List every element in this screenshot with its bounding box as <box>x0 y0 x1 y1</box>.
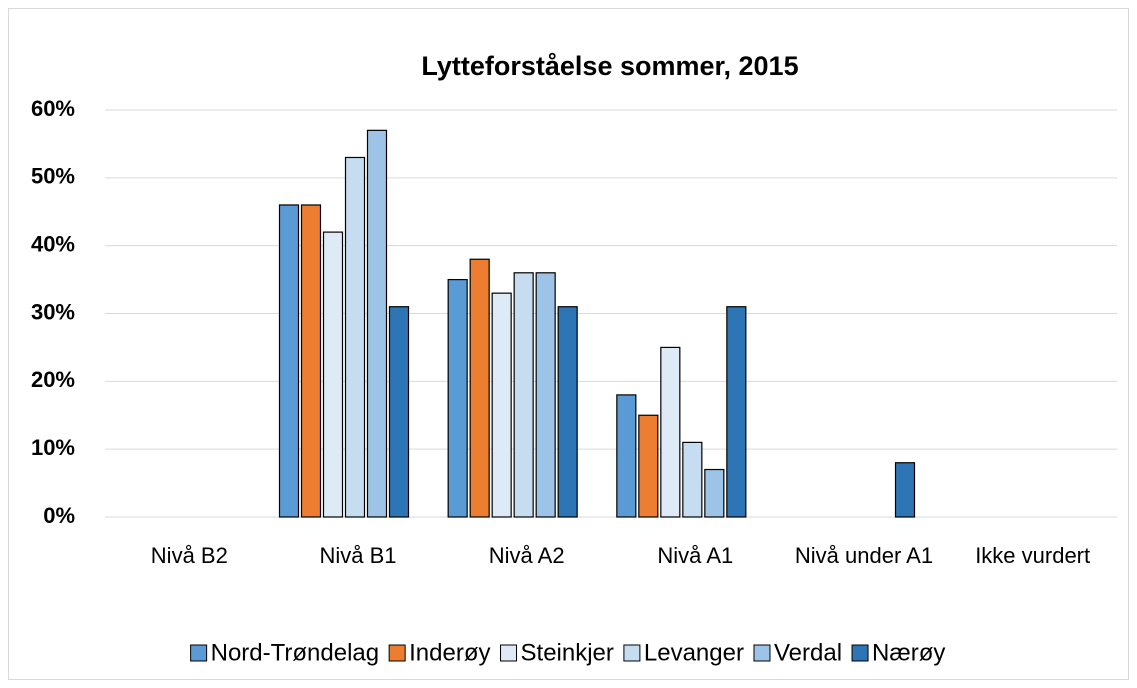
legend-label: Nærøy <box>872 639 945 666</box>
y-tick-label: 60% <box>31 96 75 121</box>
y-tick-label: 30% <box>31 299 75 324</box>
bar <box>447 278 468 518</box>
bar <box>638 414 659 518</box>
legend-label: Verdal <box>774 639 842 666</box>
bar <box>682 441 703 518</box>
bar <box>366 129 388 518</box>
x-tick-label: Nivå B1 <box>319 543 397 568</box>
bar <box>726 306 747 518</box>
y-tick-label: 10% <box>31 435 75 460</box>
bar <box>513 272 534 518</box>
bar <box>616 394 637 518</box>
y-tick-label: 20% <box>31 367 75 392</box>
legend-label: Inderøy <box>409 639 490 666</box>
legend-swatch <box>623 644 641 662</box>
legend-swatch <box>753 644 771 662</box>
bar <box>278 204 300 518</box>
bar <box>388 306 410 518</box>
x-tick-label: Nivå under A1 <box>794 543 934 568</box>
x-tick-label: Nivå A2 <box>488 543 565 568</box>
bar <box>894 462 916 518</box>
bar <box>322 231 344 518</box>
legend-swatch <box>851 644 869 662</box>
legend-label: Levanger <box>644 639 744 666</box>
bar <box>557 306 578 518</box>
legend-swatch <box>388 644 406 662</box>
legend-label: Steinkjer <box>521 639 614 666</box>
bar <box>469 258 490 518</box>
x-tick-label: Nivå B2 <box>150 543 228 568</box>
y-tick-label: 0% <box>43 503 75 528</box>
bar <box>704 468 725 518</box>
x-tick-label: Ikke vurdert <box>975 543 1091 568</box>
bar <box>535 272 556 518</box>
bar <box>300 204 322 518</box>
bar <box>660 346 681 518</box>
legend-swatch <box>500 644 518 662</box>
chart-title: Lytteforståelse sommer, 2015 <box>421 51 798 81</box>
x-tick-label: Nivå A1 <box>657 543 734 568</box>
bar <box>491 292 512 518</box>
legend-label: Nord-Trøndelag <box>211 639 380 666</box>
bar <box>344 156 366 518</box>
legend-swatch <box>190 644 208 662</box>
y-tick-label: 40% <box>31 231 75 256</box>
y-tick-label: 50% <box>31 164 75 189</box>
